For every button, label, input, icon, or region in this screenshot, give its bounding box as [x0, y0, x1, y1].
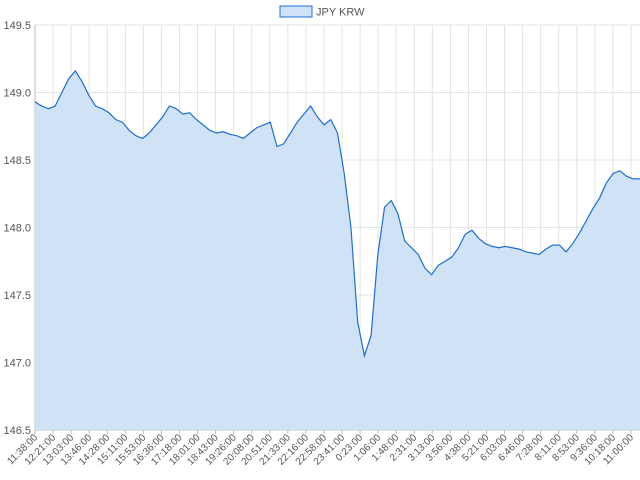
legend[interactable]: JPY KRW: [279, 5, 365, 19]
y-tick-label: 148.5: [3, 155, 31, 167]
y-tick-label: 149.0: [3, 88, 31, 100]
y-axis: 149.5 149.0 148.5 148.0 147.5 147.0 146.5: [3, 20, 31, 437]
y-tick-label: 148.0: [3, 223, 31, 235]
x-axis: 11:38:0012:21:0013:03:0013:46:0014:28:00…: [5, 430, 636, 468]
legend-label: JPY KRW: [316, 7, 365, 19]
y-tick-label: 149.5: [3, 20, 31, 32]
y-tick-label: 147.0: [3, 358, 31, 370]
y-tick-label: 146.5: [3, 425, 31, 437]
plot-area: [34, 69, 640, 431]
series-area: [35, 70, 640, 431]
legend-swatch: [279, 5, 313, 18]
series-line: [34, 69, 640, 359]
y-tick-label: 147.5: [3, 290, 31, 302]
